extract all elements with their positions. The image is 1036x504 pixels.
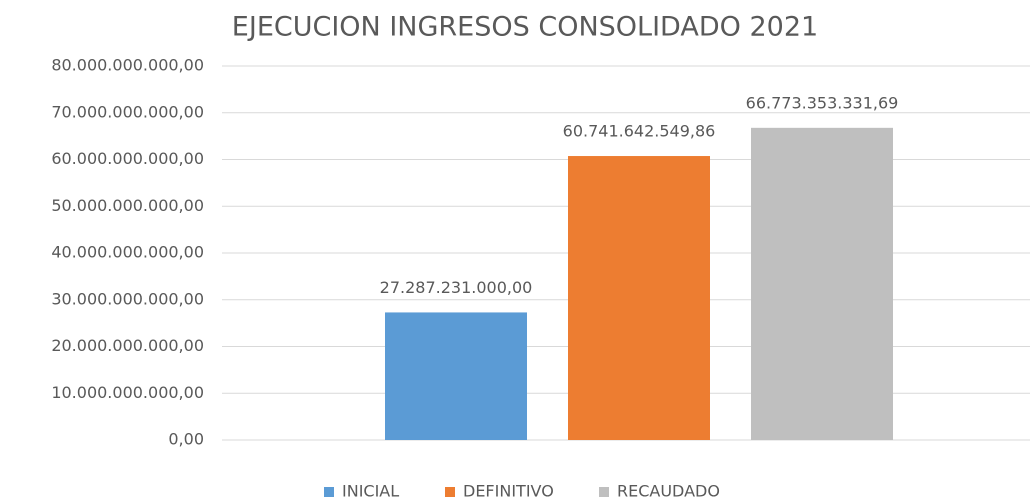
y-tick-label: 80.000.000.000,00 (51, 56, 204, 75)
y-tick-label: 0,00 (168, 430, 204, 449)
value-label: 60.741.642.549,86 (563, 122, 716, 141)
bar (751, 127, 893, 441)
legend-label: DEFINITIVO (463, 482, 554, 501)
y-tick-label: 60.000.000.000,00 (51, 149, 204, 168)
legend-swatch (445, 487, 455, 497)
y-tick-label: 40.000.000.000,00 (51, 243, 204, 262)
y-tick-label: 10.000.000.000,00 (51, 383, 204, 402)
y-tick-label: 30.000.000.000,00 (51, 289, 204, 308)
legend-swatch (599, 487, 609, 497)
legend-swatch (324, 487, 334, 497)
legend-label: INICIAL (342, 482, 399, 501)
bar (385, 312, 527, 440)
y-tick-label: 50.000.000.000,00 (51, 196, 204, 215)
bar (568, 156, 710, 440)
legend-label: RECAUDADO (617, 482, 720, 501)
chart-title: EJECUCION INGRESOS CONSOLIDADO 2021 (232, 12, 818, 43)
value-label: 66.773.353.331,69 (746, 93, 899, 112)
y-tick-label: 20.000.000.000,00 (51, 336, 204, 355)
value-label: 27.287.231.000,00 (380, 278, 533, 297)
y-tick-label: 70.000.000.000,00 (51, 102, 204, 121)
